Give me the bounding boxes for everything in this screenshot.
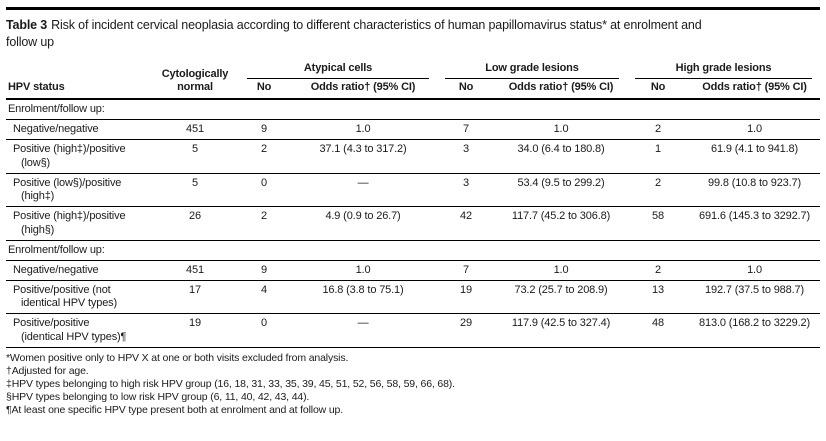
cell-cytologically-normal: 17 xyxy=(189,283,201,296)
cell-atypical-no: 0 xyxy=(261,176,267,189)
section-header-row: Enrolment/follow up: xyxy=(6,240,821,260)
cell-lowgrade-odds-ratio: 117.9 (42.5 to 327.4) xyxy=(511,317,611,329)
col-group-atypical-cells: Atypical cells xyxy=(239,60,437,79)
section-header: Enrolment/follow up: xyxy=(8,243,105,256)
table-caption: Table 3 Risk of incident cervical neoplas… xyxy=(6,17,820,51)
table-row: Positive (low§)/positive (high‡) 5 0 — 3… xyxy=(6,173,821,207)
cell-atypical-odds-ratio: 16.8 (3.8 to 75.1) xyxy=(322,283,404,296)
cell-atypical-odds-ratio: — xyxy=(357,317,369,329)
col-header-lowgrade-no: No xyxy=(458,81,474,93)
cell-lowgrade-odds-ratio: 34.0 (6.4 to 180.8) xyxy=(517,143,605,155)
cell-atypical-odds-ratio: 4.9 (0.9 to 26.7) xyxy=(325,210,401,222)
cell-lowgrade-no: 29 xyxy=(460,317,472,329)
table-row: Positive/positive (identical HPV types)¶… xyxy=(6,314,821,347)
col-group-low-grade-lesions: Low grade lesions xyxy=(437,60,627,79)
cell-highgrade-odds-ratio: 192.7 (37.5 to 988.7) xyxy=(705,283,804,296)
col-header-highgrade-odds-ratio: Odds ratio† (95% CI) xyxy=(702,81,807,93)
sub-header-row: No Odds ratio† (95% CI) No Odds ratio† (… xyxy=(6,79,820,99)
footnote-pilcrow: ¶At least one specific HPV type present … xyxy=(6,403,344,416)
cell-lowgrade-no: 3 xyxy=(463,176,469,189)
cell-cytologically-normal: 26 xyxy=(189,210,201,222)
table-row: Positive (high‡)/positive (low§) 5 2 37.… xyxy=(6,140,821,173)
group-header-row: HPV status Cytologically normal Atypical… xyxy=(6,60,820,93)
results-table: HPV status Cytologically normal Atypical… xyxy=(6,60,821,348)
cell-highgrade-no: 2 xyxy=(655,263,661,276)
row-label: Negative/negative xyxy=(13,263,99,276)
cell-highgrade-odds-ratio: 1.0 xyxy=(747,263,762,276)
cell-lowgrade-no: 7 xyxy=(463,263,469,276)
cell-atypical-odds-ratio: 37.1 (4.3 to 317.2) xyxy=(319,143,407,155)
cell-highgrade-odds-ratio: 61.9 (4.1 to 941.8) xyxy=(710,143,799,155)
table-caption-text: Risk of incident cervical neoplasia acco… xyxy=(6,18,702,49)
cell-atypical-no: 0 xyxy=(261,317,267,329)
cell-cytologically-normal: 19 xyxy=(189,317,201,329)
row-label: Positive/positive (not identical HPV typ… xyxy=(13,283,118,310)
cell-lowgrade-odds-ratio: 117.7 (45.2 to 306.8) xyxy=(511,210,611,222)
group-label-high-grade-lesions: High grade lesions xyxy=(635,62,813,79)
cell-atypical-no: 2 xyxy=(261,143,267,155)
footnote-double-dagger: ‡HPV types belonging to high risk HPV gr… xyxy=(6,377,455,390)
cell-highgrade-no: 58 xyxy=(652,210,664,222)
cell-atypical-no: 9 xyxy=(261,123,267,135)
cell-highgrade-no: 13 xyxy=(652,283,664,296)
cell-highgrade-no: 1 xyxy=(655,143,661,155)
cell-lowgrade-odds-ratio: 73.2 (25.7 to 208.9) xyxy=(514,283,608,296)
top-rule xyxy=(6,7,820,10)
table-row: Positive/positive (not identical HPV typ… xyxy=(6,280,821,314)
footnote-asterisk: *Women positive only to HPV X at one or … xyxy=(6,351,349,364)
footnote-dagger: †Adjusted for age. xyxy=(6,364,89,377)
col-header-cytologically-normal: Cytologically normal xyxy=(161,68,229,93)
group-label-low-grade-lesions: Low grade lesions xyxy=(445,62,620,79)
cell-highgrade-no: 2 xyxy=(655,176,661,189)
cell-atypical-no: 2 xyxy=(261,210,267,222)
section-header: Enrolment/follow up: xyxy=(8,103,105,115)
row-label: Positive (high‡)/positive (low§) xyxy=(13,143,126,169)
cell-cytologically-normal: 5 xyxy=(192,176,198,189)
col-header-lowgrade-odds-ratio: Odds ratio† (95% CI) xyxy=(508,81,614,93)
footnotes: *Women positive only to HPV X at one or … xyxy=(6,352,820,417)
cell-highgrade-odds-ratio: 1.0 xyxy=(747,123,762,135)
col-header-hpv-status: HPV status xyxy=(8,81,65,93)
table-row: Negative/negative 451 9 1.0 7 1.0 2 1.0 xyxy=(6,260,821,280)
row-label: Positive (high‡)/positive (high§) xyxy=(13,210,126,236)
cell-lowgrade-no: 19 xyxy=(460,283,472,296)
section-header-row: Enrolment/follow up: xyxy=(6,99,821,120)
cell-lowgrade-odds-ratio: 1.0 xyxy=(553,123,569,135)
col-header-highgrade-no: No xyxy=(650,81,666,93)
cell-lowgrade-no: 7 xyxy=(463,123,469,135)
paper-table-figure: Table 3 Risk of incident cervical neoplas… xyxy=(0,7,826,417)
cell-highgrade-odds-ratio: 691.6 (145.3 to 3292.7) xyxy=(699,210,810,222)
cell-highgrade-no: 48 xyxy=(652,317,664,329)
cell-atypical-odds-ratio: 1.0 xyxy=(355,263,371,276)
row-label: Positive (low§)/positive (high‡) xyxy=(13,176,122,203)
cell-highgrade-odds-ratio: 99.8 (10.8 to 923.7) xyxy=(708,176,802,189)
cell-lowgrade-odds-ratio: 1.0 xyxy=(553,263,569,276)
col-group-high-grade-lesions: High grade lesions xyxy=(627,60,820,79)
cell-atypical-no: 4 xyxy=(261,283,267,296)
cell-highgrade-no: 2 xyxy=(655,123,661,135)
group-label-atypical-cells: Atypical cells xyxy=(247,62,429,79)
table-row: Positive (high‡)/positive (high§) 26 2 4… xyxy=(6,207,821,240)
cell-atypical-odds-ratio: — xyxy=(357,176,369,189)
col-header-atypical-no: No xyxy=(256,81,272,93)
table-header: HPV status Cytologically normal Atypical… xyxy=(6,60,821,99)
table-number: Table 3 xyxy=(6,18,48,32)
cell-lowgrade-no: 3 xyxy=(463,143,469,155)
cell-lowgrade-odds-ratio: 53.4 (9.5 to 299.2) xyxy=(517,176,605,189)
cell-cytologically-normal: 451 xyxy=(186,263,204,276)
cell-highgrade-odds-ratio: 813.0 (168.2 to 3229.2) xyxy=(699,317,810,329)
table-row: Negative/negative 451 9 1.0 7 1.0 2 1.0 xyxy=(6,120,821,140)
cell-cytologically-normal: 451 xyxy=(186,123,204,135)
cell-lowgrade-no: 42 xyxy=(460,210,472,222)
col-header-atypical-odds-ratio: Odds ratio† (95% CI) xyxy=(310,81,416,93)
table-body: Enrolment/follow up: Negative/negative 4… xyxy=(6,99,821,347)
footnote-section-sign: §HPV types belonging to low risk HPV gro… xyxy=(6,390,310,403)
row-label: Positive/positive (identical HPV types)¶ xyxy=(13,317,127,343)
row-label: Negative/negative xyxy=(13,123,99,135)
cell-atypical-odds-ratio: 1.0 xyxy=(355,123,371,135)
cell-cytologically-normal: 5 xyxy=(192,143,198,155)
cell-atypical-no: 9 xyxy=(261,263,267,276)
